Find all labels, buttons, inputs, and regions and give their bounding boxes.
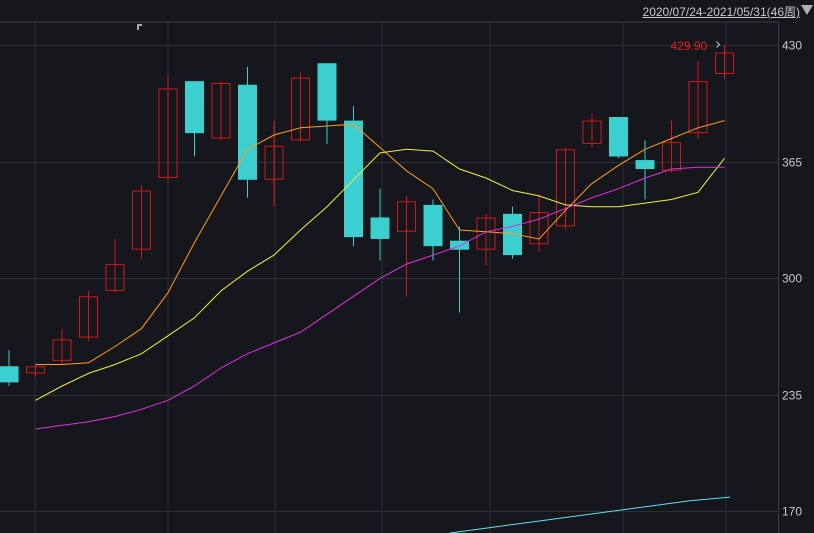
candle-body — [158, 88, 178, 178]
candle-body — [211, 82, 231, 139]
candle-body — [476, 217, 496, 250]
ma10-line — [35, 148, 725, 401]
ma5-line — [35, 120, 725, 365]
candle-body — [503, 213, 522, 256]
corner-marker-icon — [137, 24, 142, 30]
candle-body — [185, 81, 204, 134]
dropdown-arrow-icon[interactable] — [801, 5, 813, 15]
candle-body — [238, 84, 257, 180]
candle-body — [317, 63, 337, 121]
last-price-label: 429.90 — [670, 39, 708, 54]
candle-body — [635, 160, 655, 170]
y-tick-label: 430 — [782, 39, 802, 53]
candle-body — [662, 142, 681, 171]
y-tick-label: 365 — [782, 156, 802, 170]
ma60-line — [449, 496, 731, 533]
y-tick-label: 300 — [782, 272, 802, 286]
ma20-line — [35, 166, 725, 430]
candle-body — [291, 77, 310, 141]
candle-body — [397, 201, 416, 232]
candle-body — [132, 190, 151, 250]
candle-body — [529, 212, 549, 245]
candle-body — [105, 264, 125, 291]
y-tick-label: 170 — [782, 505, 802, 519]
candle-body — [582, 120, 602, 144]
candle-body — [0, 366, 19, 383]
candle-body — [715, 52, 734, 74]
candle-body — [688, 81, 708, 134]
candle-body — [370, 217, 390, 239]
candle-body — [609, 117, 628, 157]
candle-body — [26, 366, 45, 374]
price-pointer-icon — [716, 41, 721, 48]
candle-body — [264, 145, 284, 180]
date-range-label[interactable]: 2020/07/24-2021/05/31(46周) — [642, 5, 800, 19]
candle-body — [450, 240, 469, 250]
candle-body — [344, 120, 363, 238]
candle-body — [52, 339, 72, 361]
candle-body — [556, 149, 575, 227]
candle-body — [79, 296, 98, 338]
y-tick-label: 235 — [782, 389, 802, 403]
candle-body — [423, 204, 443, 247]
